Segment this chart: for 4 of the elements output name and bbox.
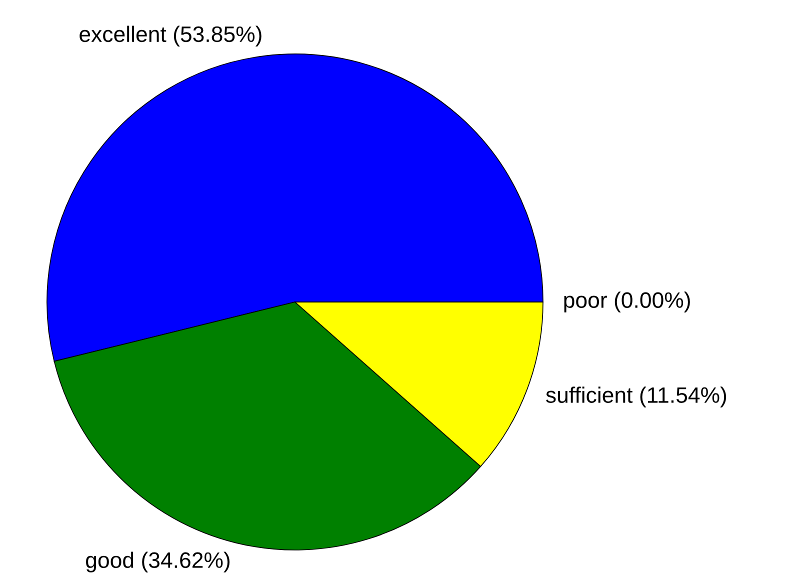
category-label: poor (0.00%) (564, 292, 690, 312)
slice-label: excellent (53.85%) (80, 26, 262, 46)
slice-label: good (34.62%) (86, 552, 230, 572)
slice-label: sufficient (11.54%) (546, 386, 726, 408)
